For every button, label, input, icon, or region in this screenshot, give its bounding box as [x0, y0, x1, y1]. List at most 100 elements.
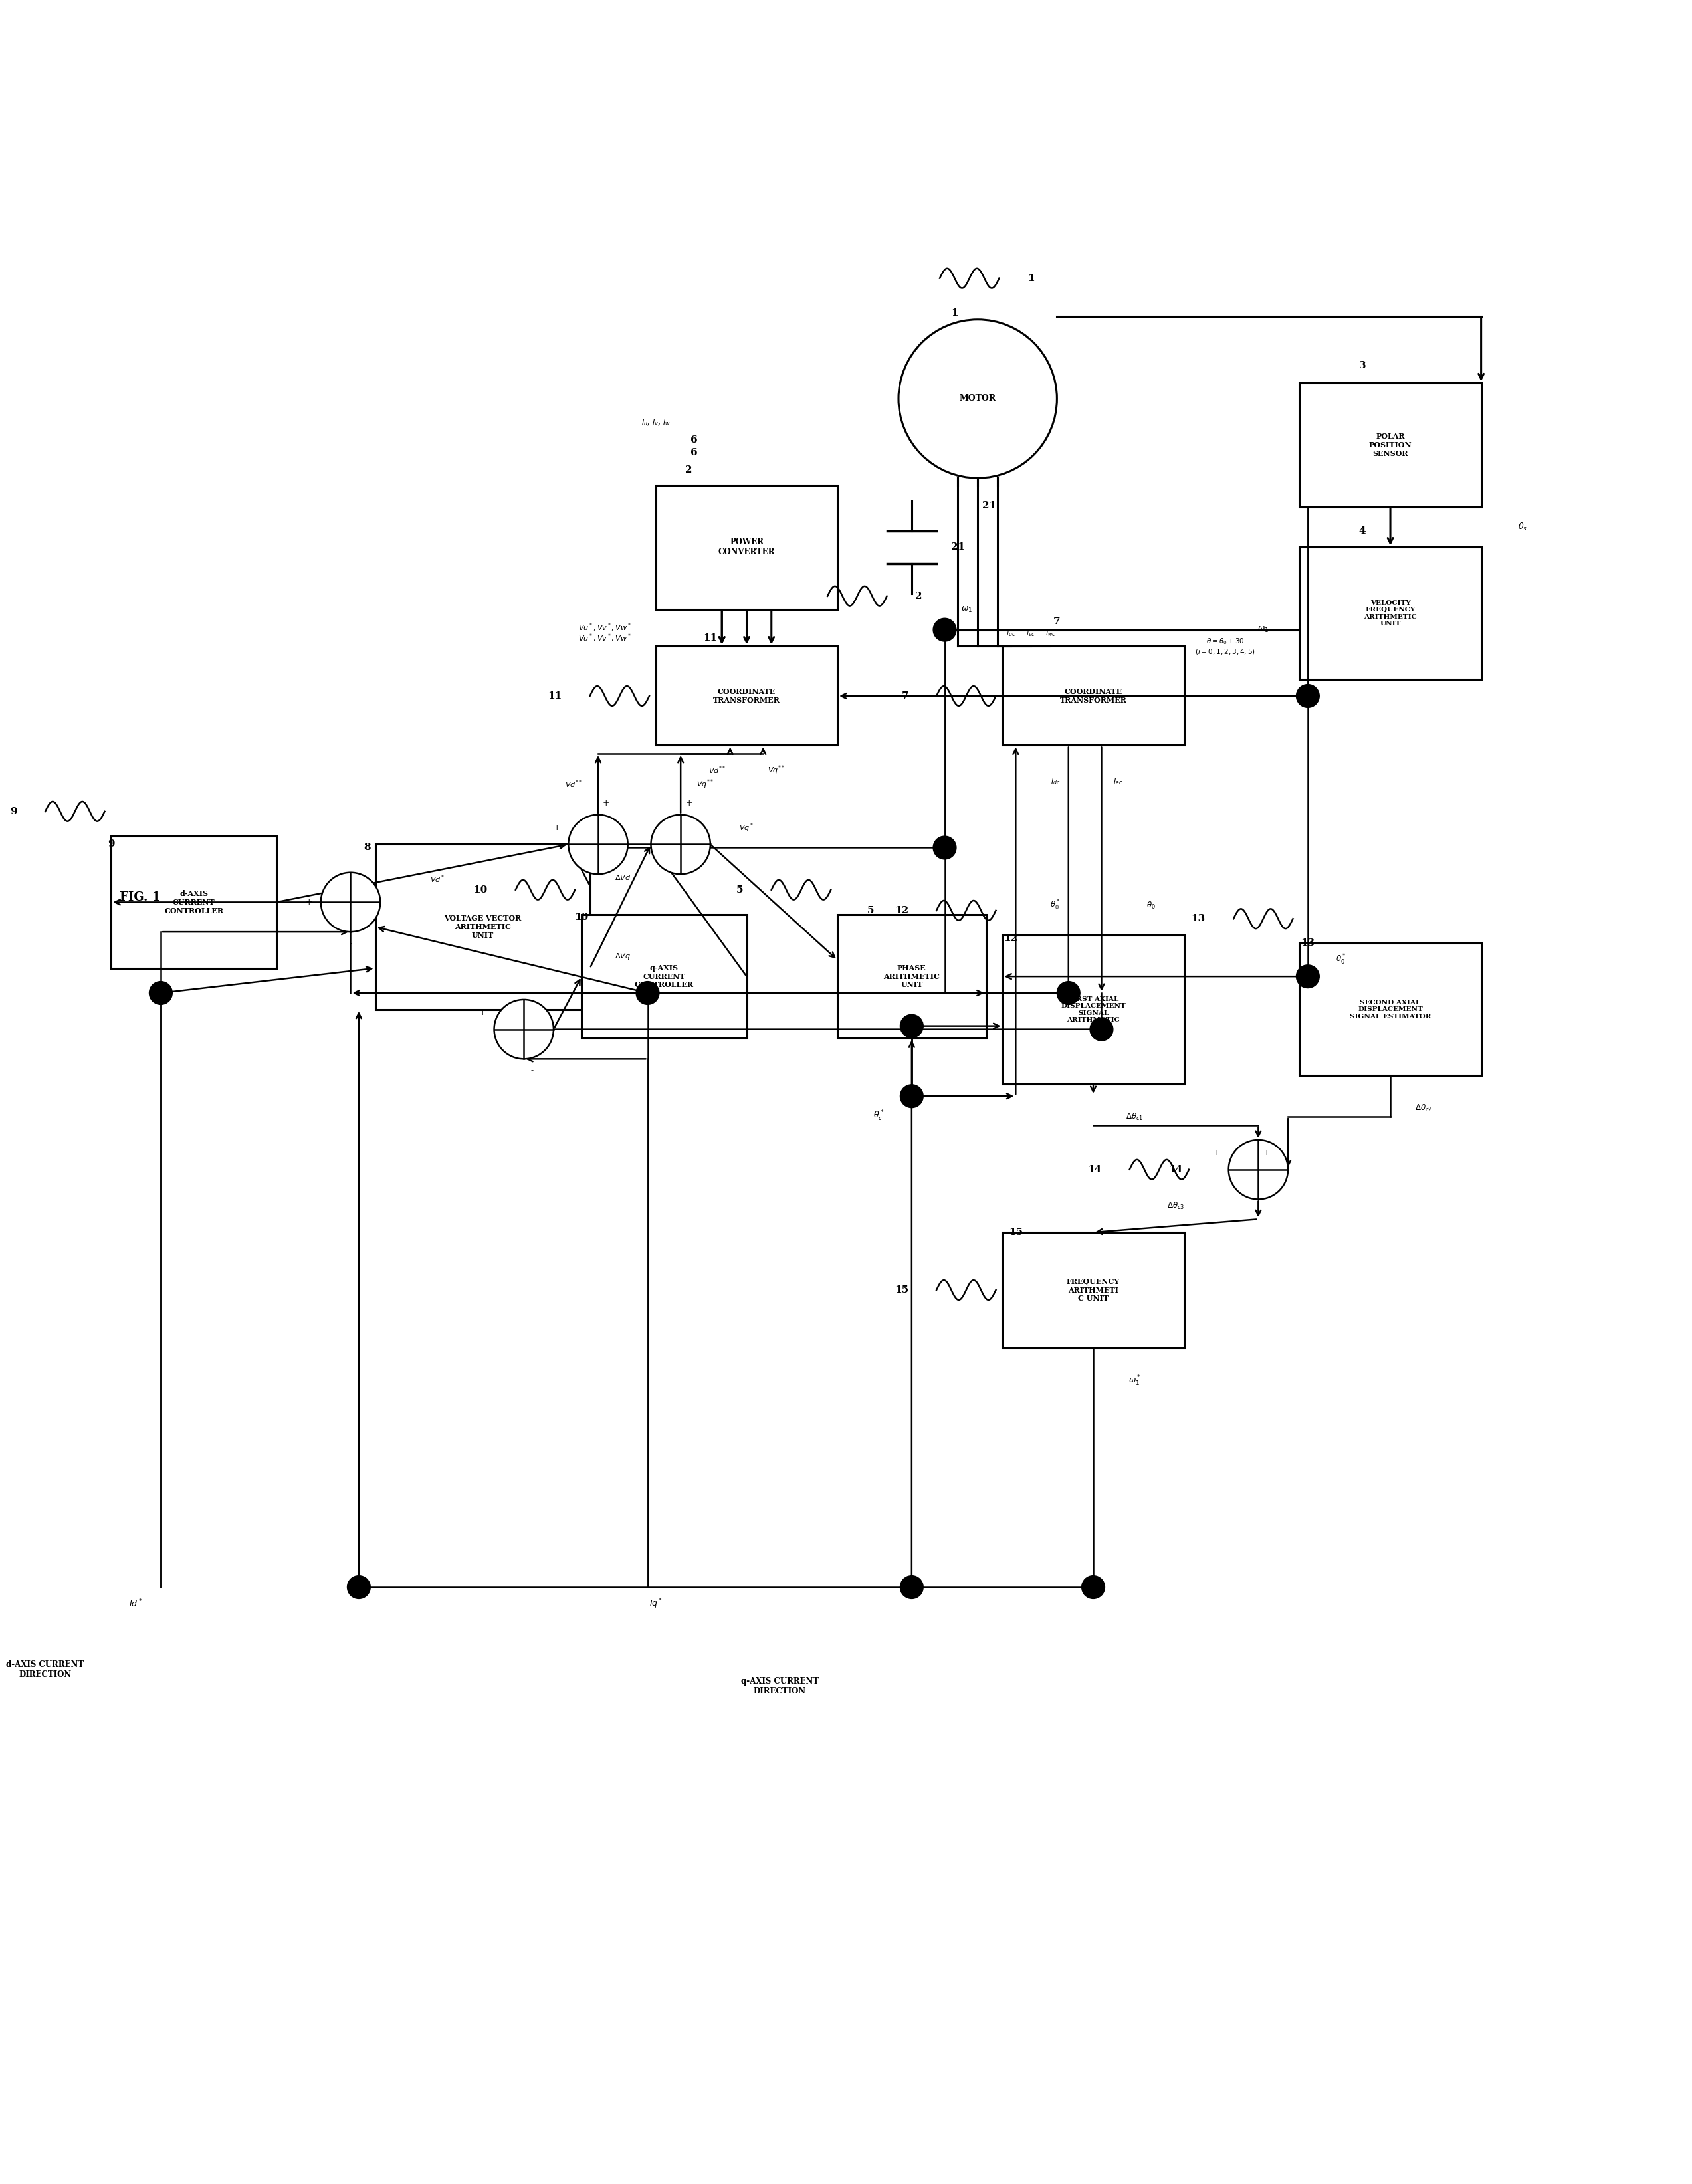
Text: $\theta_s$: $\theta_s$: [1518, 522, 1526, 533]
Text: $\Delta Vq$: $\Delta Vq$: [614, 952, 631, 961]
Text: $Vq^*$: $Vq^*$: [739, 821, 755, 834]
Circle shape: [1058, 981, 1079, 1005]
Text: $\Delta\theta_{c3}$: $\Delta\theta_{c3}$: [1167, 1201, 1184, 1210]
Text: -: -: [349, 939, 352, 948]
Text: $\Delta\theta_{c2}$: $\Delta\theta_{c2}$: [1415, 1103, 1431, 1114]
Text: d-AXIS CURRENT
DIRECTION: d-AXIS CURRENT DIRECTION: [7, 1660, 85, 1679]
Text: +: +: [479, 1009, 486, 1018]
Text: COORDINATE
TRANSFORMER: COORDINATE TRANSFORMER: [712, 688, 780, 703]
Text: $\theta_0^*$: $\theta_0^*$: [1049, 900, 1061, 913]
Circle shape: [1296, 965, 1320, 987]
Text: q-AXIS
CURRENT
CONTROLLER: q-AXIS CURRENT CONTROLLER: [634, 965, 694, 989]
Text: 21: 21: [951, 542, 964, 553]
Circle shape: [494, 1000, 553, 1059]
Text: $Vq^{**}$: $Vq^{**}$: [768, 764, 785, 775]
Text: 4: 4: [1359, 526, 1365, 535]
Bar: [656, 485, 838, 609]
Circle shape: [1296, 684, 1320, 708]
Text: 12: 12: [895, 906, 909, 915]
Text: 9: 9: [10, 806, 17, 817]
Circle shape: [636, 981, 660, 1005]
Bar: [1299, 943, 1480, 1075]
Text: FREQUENCY
ARITHMETI
C UNIT: FREQUENCY ARITHMETI C UNIT: [1066, 1278, 1120, 1302]
Bar: [656, 646, 838, 745]
Text: q-AXIS CURRENT
DIRECTION: q-AXIS CURRENT DIRECTION: [741, 1677, 819, 1695]
Text: PHASE
ARITHMETIC
UNIT: PHASE ARITHMETIC UNIT: [883, 965, 939, 989]
Text: $Id^*$: $Id^*$: [129, 1599, 142, 1610]
Text: $i_{vc}$: $i_{vc}$: [1025, 629, 1036, 638]
Text: $\Delta Vd$: $\Delta Vd$: [614, 874, 631, 882]
Text: +: +: [1262, 1149, 1271, 1158]
Text: $Vd^*$: $Vd^*$: [430, 874, 445, 885]
Text: d-AXIS
CURRENT
CONTROLLER: d-AXIS CURRENT CONTROLLER: [164, 891, 223, 915]
Text: 8: 8: [364, 843, 371, 852]
Text: SECOND AXIAL
DISPLACEMENT
SIGNAL ESTIMATOR: SECOND AXIAL DISPLACEMENT SIGNAL ESTIMAT…: [1350, 1000, 1431, 1020]
Text: -: -: [531, 1066, 533, 1075]
Text: $\omega_1$: $\omega_1$: [961, 605, 973, 614]
Text: +: +: [306, 898, 313, 906]
Circle shape: [934, 836, 956, 858]
Text: $Vd^{**}$: $Vd^{**}$: [565, 780, 582, 791]
Circle shape: [651, 815, 711, 874]
Circle shape: [569, 815, 628, 874]
Text: $\theta_c^*$: $\theta_c^*$: [873, 1109, 885, 1123]
Text: 11: 11: [548, 690, 562, 701]
Text: 6: 6: [690, 435, 697, 446]
Text: 12: 12: [1003, 935, 1017, 943]
Text: $I_u$, $I_v$, $I_w$: $I_u$, $I_v$, $I_w$: [641, 417, 670, 428]
Circle shape: [900, 1575, 924, 1599]
Bar: [1299, 548, 1480, 679]
Bar: [1002, 1232, 1184, 1348]
Text: FIG. 1: FIG. 1: [120, 891, 161, 904]
Bar: [112, 836, 276, 968]
Text: 5: 5: [866, 906, 875, 915]
Text: POWER
CONVERTER: POWER CONVERTER: [717, 537, 775, 557]
Circle shape: [1090, 1018, 1113, 1042]
Text: 14: 14: [1088, 1164, 1101, 1175]
Text: VELOCITY
FREQUENCY
ARITHMETIC
UNIT: VELOCITY FREQUENCY ARITHMETIC UNIT: [1364, 601, 1416, 627]
Text: MOTOR: MOTOR: [959, 395, 997, 404]
Bar: [838, 915, 986, 1037]
Text: $\omega_1^*$: $\omega_1^*$: [1129, 1374, 1140, 1387]
Text: 2: 2: [685, 465, 692, 474]
Bar: [1299, 382, 1480, 507]
Text: VOLTAGE VECTOR
ARITHMETIC
UNIT: VOLTAGE VECTOR ARITHMETIC UNIT: [443, 915, 521, 939]
Bar: [1002, 935, 1184, 1083]
Text: $Vu^*, Vv^*, Vw^*$: $Vu^*, Vv^*, Vw^*$: [579, 622, 631, 633]
Text: FIRST AXIAL
DISPLACEMENT
SIGNAL
ARITHMETIC: FIRST AXIAL DISPLACEMENT SIGNAL ARITHMET…: [1061, 996, 1125, 1022]
Text: $I_{dc}$: $I_{dc}$: [1051, 778, 1061, 786]
Text: 11: 11: [704, 633, 717, 642]
Text: 1: 1: [1027, 273, 1034, 284]
Text: 13: 13: [1191, 915, 1205, 924]
Text: +: +: [685, 799, 692, 808]
Text: 2: 2: [915, 592, 922, 601]
Circle shape: [900, 1013, 924, 1037]
Text: $Vd^{**}$: $Vd^{**}$: [709, 764, 726, 775]
Bar: [1002, 646, 1184, 745]
Circle shape: [1228, 1140, 1288, 1199]
Text: 5: 5: [736, 885, 743, 895]
Text: $Iq^*$: $Iq^*$: [650, 1597, 663, 1610]
Circle shape: [900, 1085, 924, 1107]
Text: 10: 10: [575, 913, 589, 922]
Text: +: +: [553, 823, 560, 832]
Circle shape: [1081, 1575, 1105, 1599]
Text: $\theta=\theta_0+30$
$(i=0,1,2,3,4,5)$: $\theta=\theta_0+30$ $(i=0,1,2,3,4,5)$: [1195, 638, 1255, 655]
Text: 14: 14: [1169, 1164, 1183, 1175]
Text: $I_{ac}$: $I_{ac}$: [1113, 778, 1123, 786]
Circle shape: [347, 1575, 371, 1599]
Bar: [376, 845, 591, 1009]
Circle shape: [934, 618, 956, 642]
Text: 7: 7: [1054, 616, 1061, 627]
Text: 9: 9: [108, 841, 115, 850]
Text: $Vu^*, Vv^*, Vw^*$: $Vu^*, Vv^*, Vw^*$: [579, 631, 631, 644]
Text: $\omega_1$: $\omega_1$: [1257, 625, 1269, 633]
Text: 7: 7: [902, 690, 909, 701]
Circle shape: [898, 319, 1058, 478]
Text: 1: 1: [951, 308, 958, 317]
Text: COORDINATE
TRANSFORMER: COORDINATE TRANSFORMER: [1059, 688, 1127, 703]
Text: 6: 6: [690, 448, 697, 456]
Text: 21: 21: [983, 502, 997, 511]
Text: $\theta_0^*$: $\theta_0^*$: [1335, 952, 1347, 968]
Text: 15: 15: [895, 1286, 909, 1295]
